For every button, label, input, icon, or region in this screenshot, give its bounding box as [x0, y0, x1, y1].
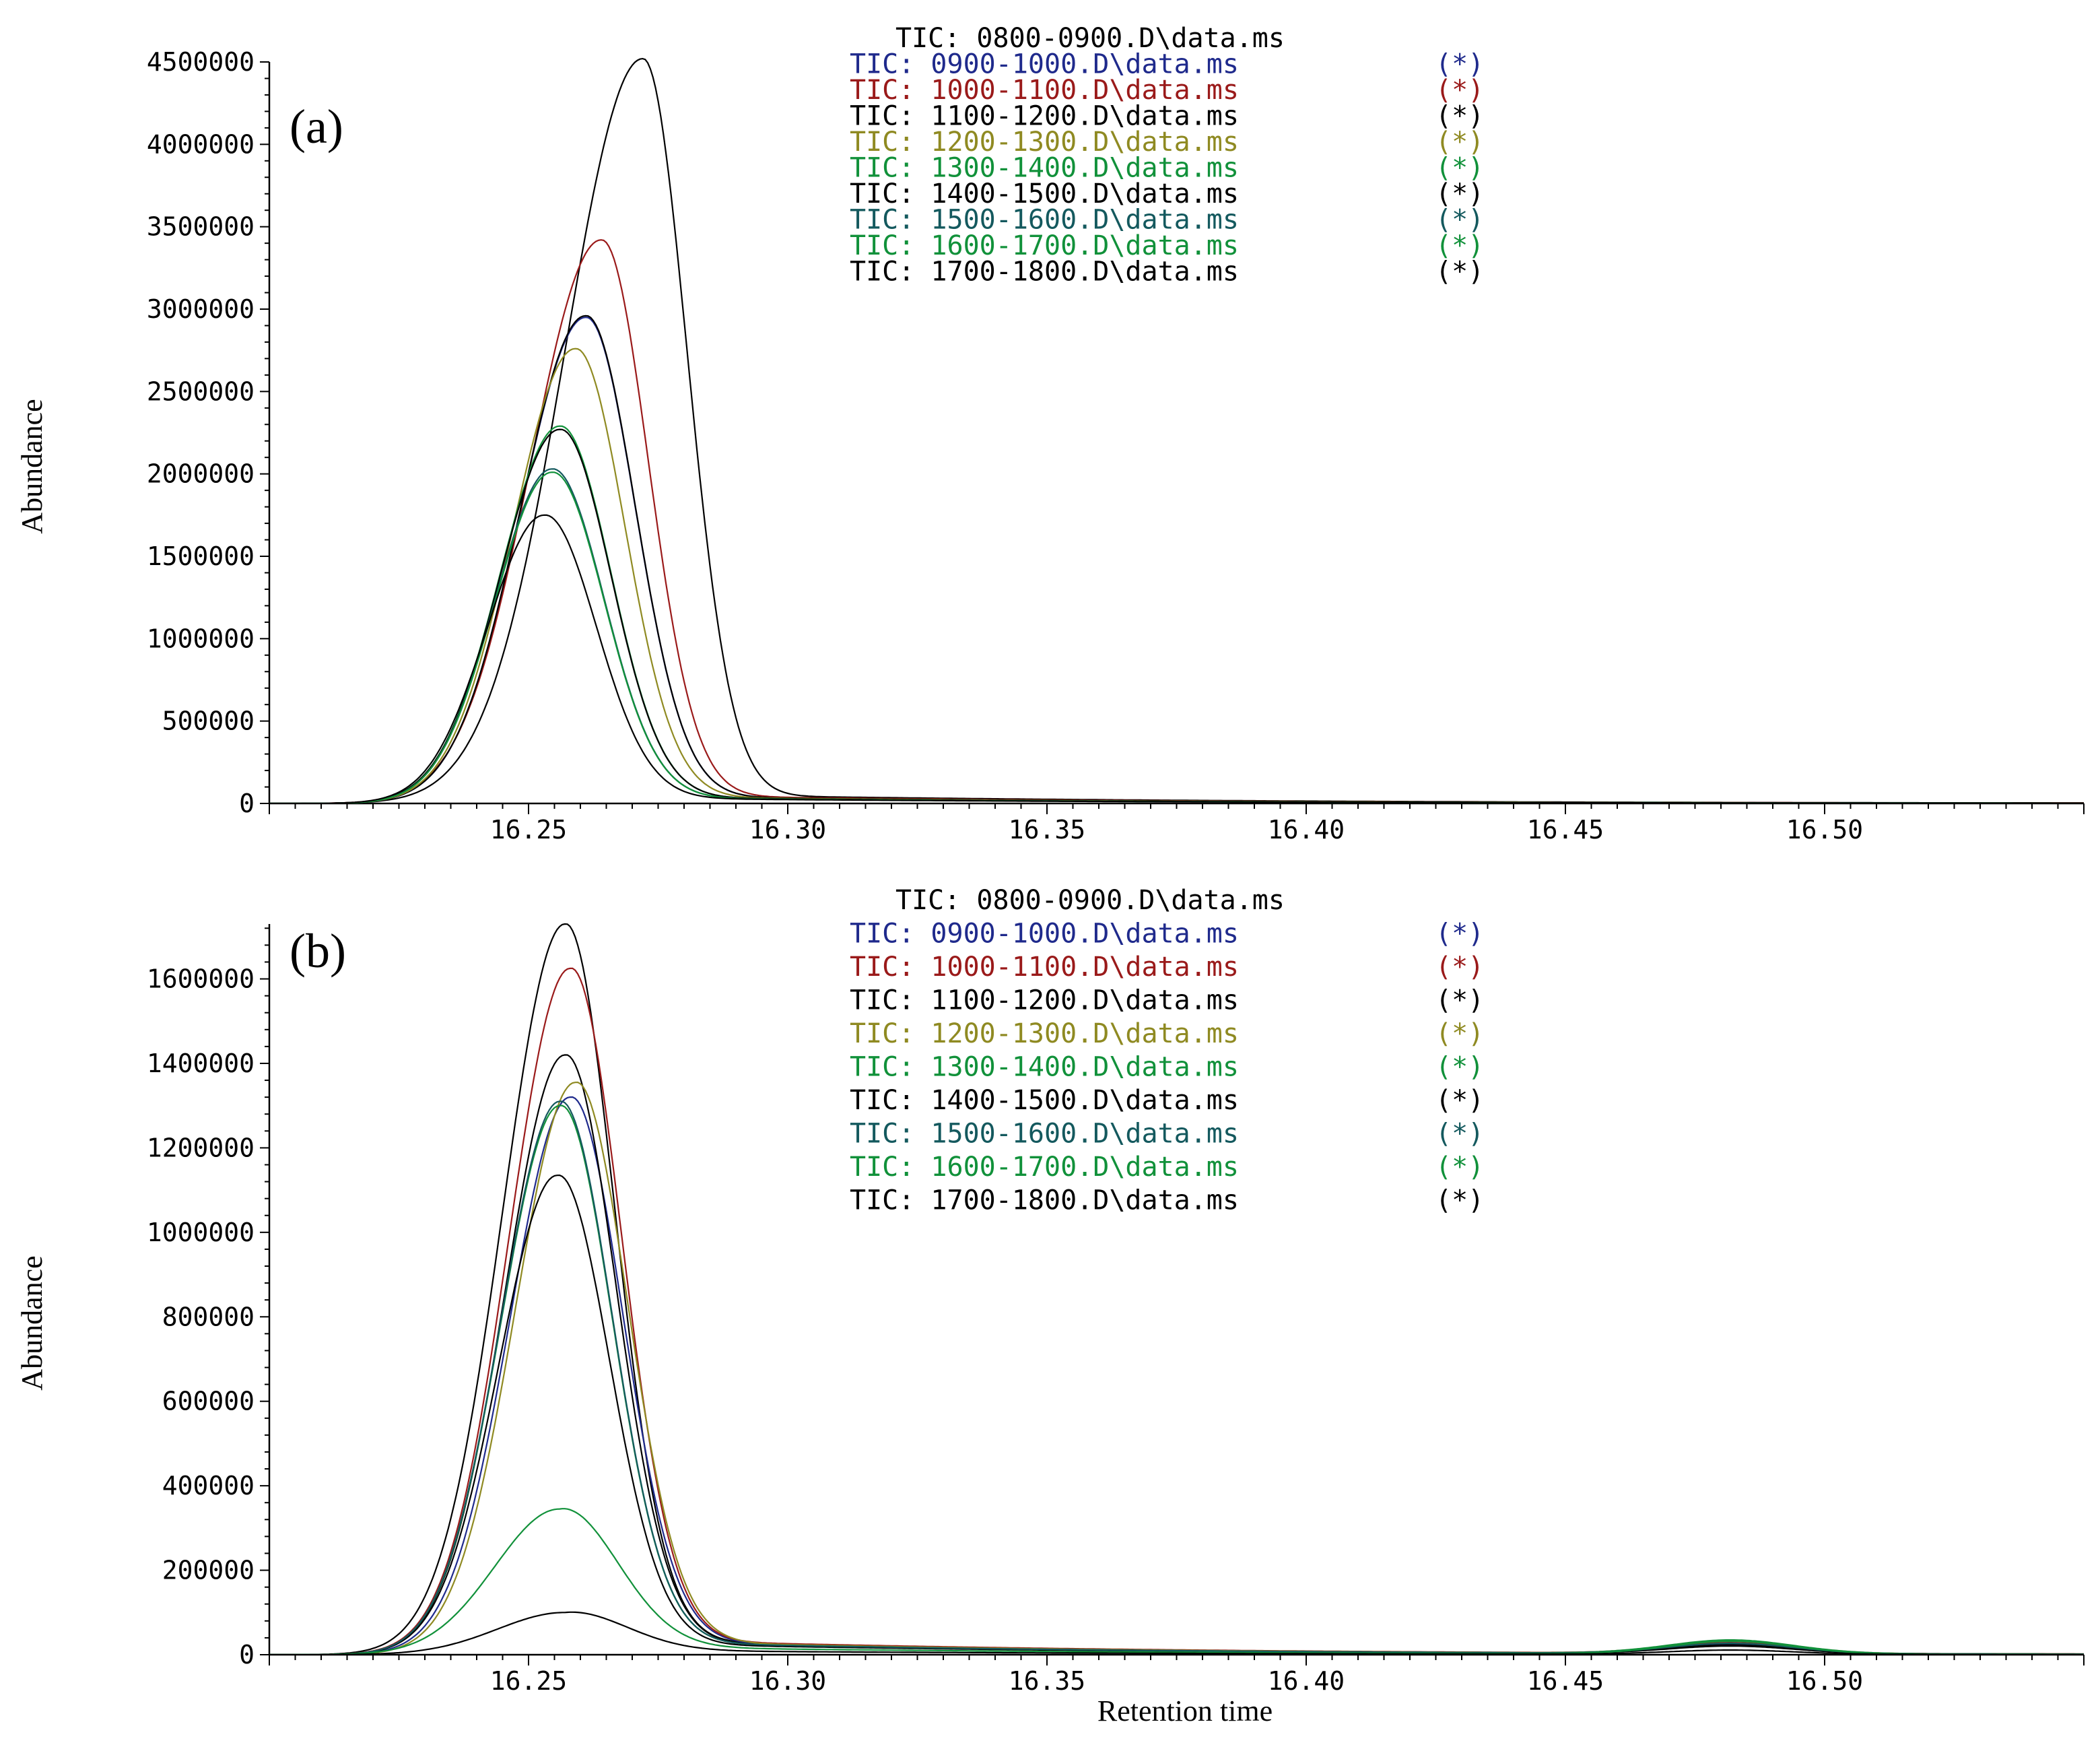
x-tick-label: 16.35: [1009, 815, 1085, 845]
legend-entry-marker: (*): [1435, 49, 1484, 80]
legend-entry-marker: (*): [1435, 205, 1484, 236]
x-tick-label: 16.50: [1786, 815, 1863, 845]
legend-entry-marker: (*): [1435, 1152, 1484, 1183]
legend-entry-label: TIC: 1100-1200.D\data.ms: [850, 985, 1239, 1016]
legend-entry-label: TIC: 1300-1400.D\data.ms: [850, 153, 1239, 184]
chart-panel-a: 0 500000 1000000 1500000 2000000 2500000 30000…: [15, 23, 2085, 845]
legend-entry-label: TIC: 1300-1400.D\data.ms: [850, 1052, 1239, 1083]
legend-entry-label: TIC: 1200-1300.D\data.ms: [850, 127, 1239, 158]
legend-entry-label: TIC: 1200-1300.D\data.ms: [850, 1018, 1239, 1049]
legend-entry-label: TIC: 1600-1700.D\data.ms: [850, 230, 1239, 261]
y-tick-label: 0: [239, 789, 255, 818]
y-axis-title: Abundance: [15, 399, 48, 533]
legend-entry-marker: (*): [1435, 952, 1484, 983]
x-tick-label: 16.40: [1268, 1666, 1345, 1696]
y-tick-label: 800000: [162, 1302, 255, 1331]
legend-entry-label: TIC: 0800-0900.D\data.ms: [895, 885, 1285, 916]
legend-entry-label: TIC: 0900-1000.D\data.ms: [850, 49, 1239, 80]
x-tick-label: 16.45: [1527, 815, 1604, 845]
series-line-0900-1000: [269, 317, 2084, 803]
panel-label: (a): [290, 100, 343, 154]
y-tick-label: 200000: [162, 1556, 255, 1585]
legend-entry-label: TIC: 1400-1500.D\data.ms: [850, 1085, 1239, 1116]
y-tick-label: 4500000: [147, 47, 255, 77]
legend-entry-marker: (*): [1435, 1018, 1484, 1049]
x-tick-label: 16.25: [490, 1666, 567, 1696]
legend-entry-label: TIC: 1700-1800.D\data.ms: [850, 1185, 1239, 1216]
x-tick-label: 16.30: [749, 815, 826, 845]
y-tick-label: 1600000: [147, 964, 255, 994]
legend-entry-marker: (*): [1435, 257, 1484, 288]
legend-entry-marker: (*): [1435, 985, 1484, 1016]
legend-entry-marker: (*): [1435, 1052, 1484, 1083]
y-tick-label: 4000000: [147, 129, 255, 159]
legend-entry-label: TIC: 1500-1600.D\data.ms: [850, 205, 1239, 236]
legend-entry-marker: (*): [1435, 153, 1484, 184]
y-axis-title: Abundance: [15, 1255, 48, 1390]
chart-panel-b: 0 200000 400000 600000 800000 1000000 1200000 1…: [15, 885, 2085, 1727]
y-tick-label: 0: [239, 1640, 255, 1670]
x-tick-label: 16.50: [1786, 1666, 1863, 1696]
y-tick-label: 600000: [162, 1387, 255, 1416]
legend-entry-marker: (*): [1435, 919, 1484, 950]
legend-entry-label: TIC: 1000-1100.D\data.ms: [850, 75, 1239, 106]
y-tick-label: 500000: [162, 706, 255, 736]
legend-entry-marker: (*): [1435, 101, 1484, 132]
x-tick-label: 16.40: [1268, 815, 1345, 845]
series-line-1600-1700: [269, 1508, 2084, 1655]
y-tick-label: 2500000: [147, 376, 255, 406]
y-tick-label: 3000000: [147, 294, 255, 324]
x-tick-label: 16.35: [1009, 1666, 1085, 1696]
y-tick-label: 3500000: [147, 212, 255, 242]
legend-entry-label: TIC: 1100-1200.D\data.ms: [850, 101, 1239, 132]
legend-entry-label: TIC: 1700-1800.D\data.ms: [850, 257, 1239, 288]
y-tick-label: 2000000: [147, 459, 255, 489]
legend-entry-label: TIC: 1500-1600.D\data.ms: [850, 1119, 1239, 1150]
series-line-1100-1200: [269, 315, 2084, 803]
legend-entry-label: TIC: 1000-1100.D\data.ms: [850, 952, 1239, 983]
legend-entry-marker: (*): [1435, 230, 1484, 261]
y-tick-label: 400000: [162, 1471, 255, 1500]
y-tick-label: 1000000: [147, 1218, 255, 1247]
series-line-1500-1600: [269, 468, 2084, 803]
series-line-1600-1700: [269, 471, 2084, 803]
legend-entry-label: TIC: 1400-1500.D\data.ms: [850, 178, 1239, 209]
series-line-1700-1800: [269, 514, 2084, 803]
x-tick-label: 16.45: [1527, 1666, 1604, 1696]
series-line-1400-1500: [269, 1174, 2084, 1655]
y-tick-label: 1500000: [147, 541, 255, 571]
series-line-1700-1800: [269, 1611, 2084, 1655]
series-line-1500-1600: [269, 1100, 2084, 1655]
y-tick-label: 1400000: [147, 1049, 255, 1078]
legend-entry-marker: (*): [1435, 1185, 1484, 1216]
y-tick-label: 1200000: [147, 1133, 255, 1162]
legend-entry-label: TIC: 0800-0900.D\data.ms: [895, 23, 1285, 54]
legend-entry-label: TIC: 1600-1700.D\data.ms: [850, 1152, 1239, 1183]
legend-entry-label: TIC: 0900-1000.D\data.ms: [850, 919, 1239, 950]
panel-label: (b): [290, 924, 346, 978]
x-tick-label: 16.25: [490, 815, 567, 845]
x-tick-label: 16.30: [749, 1666, 826, 1696]
legend-entry-marker: (*): [1435, 1085, 1484, 1116]
x-axis-title: Retention time: [1097, 1694, 1273, 1727]
series-line-1000-1100: [269, 239, 2084, 803]
legend-entry-marker: (*): [1435, 75, 1484, 106]
legend-entry-marker: (*): [1435, 178, 1484, 209]
legend-entry-marker: (*): [1435, 127, 1484, 158]
legend-entry-marker: (*): [1435, 1119, 1484, 1150]
y-tick-label: 1000000: [147, 624, 255, 653]
